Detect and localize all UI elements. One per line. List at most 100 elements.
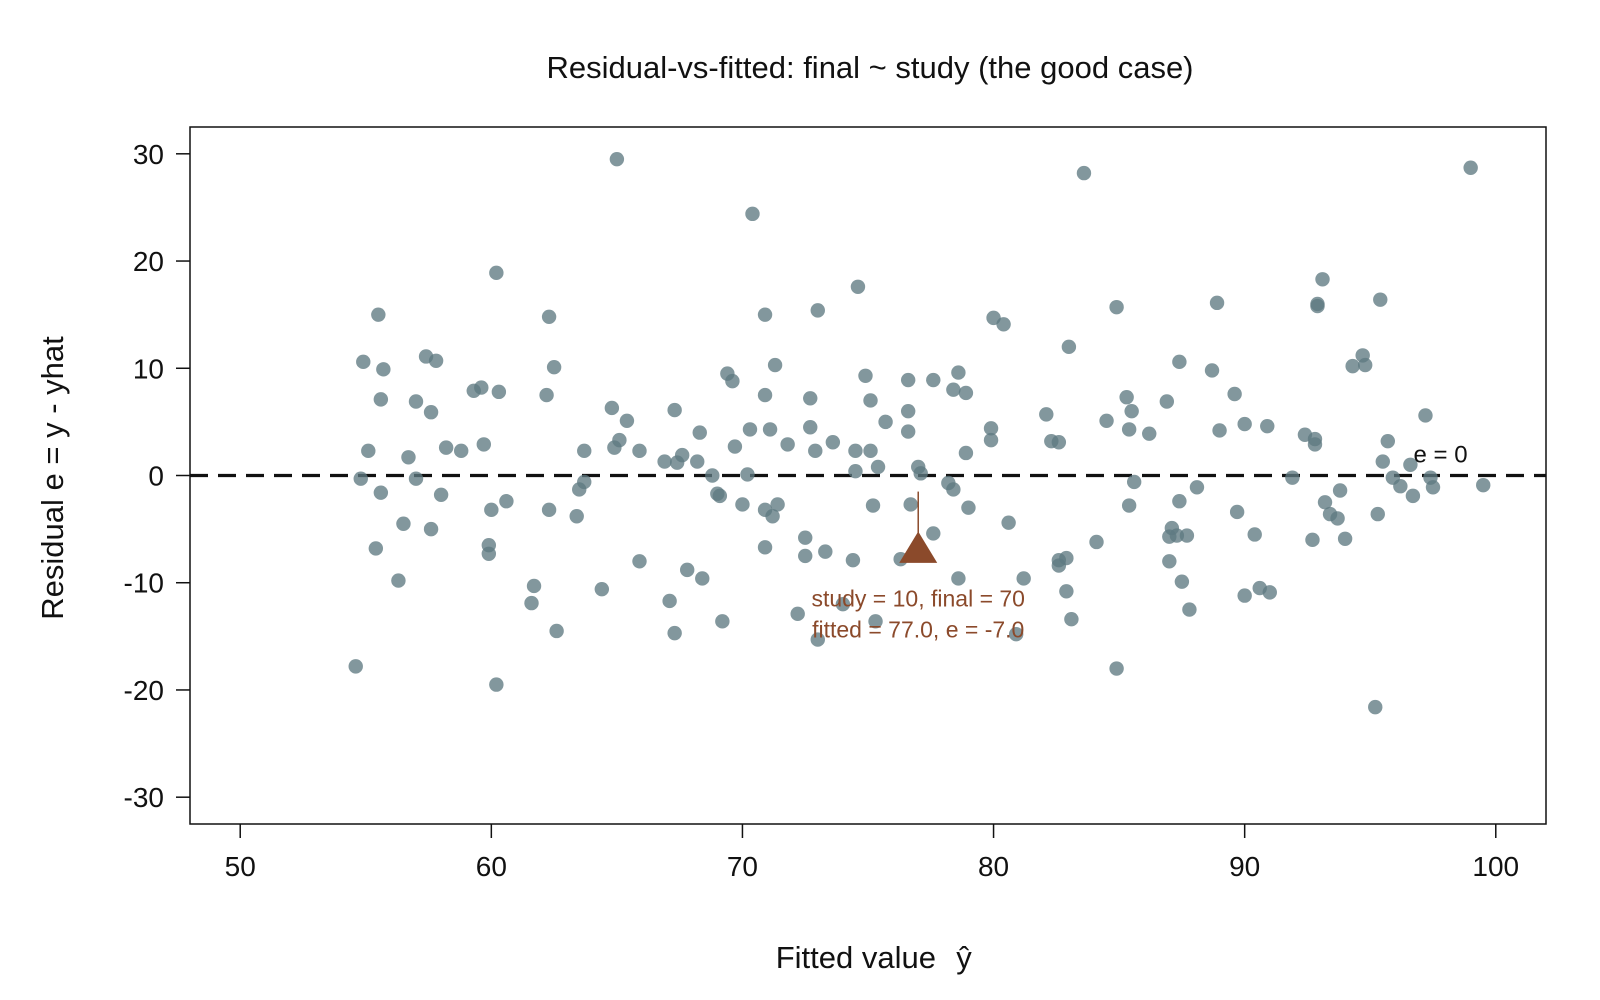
residual-point — [454, 443, 469, 459]
residual-point — [900, 424, 916, 439]
x-tick-label: 70 — [727, 851, 758, 882]
y-tick-label: 20 — [133, 246, 164, 277]
residual-point — [667, 625, 682, 641]
residual-point — [396, 516, 411, 531]
residual-point — [474, 380, 489, 395]
residual-point — [391, 573, 406, 588]
residual-point — [438, 440, 454, 455]
residual-point — [961, 500, 976, 515]
residual-point — [845, 553, 861, 568]
residual-point — [1260, 418, 1275, 434]
residual-point — [798, 548, 813, 564]
residual-point — [727, 439, 743, 454]
residual-point — [803, 420, 818, 435]
residual-point — [1375, 454, 1390, 469]
residual-point — [1089, 534, 1104, 550]
residual-point — [1126, 474, 1142, 490]
residual-point — [348, 659, 363, 674]
residual-point — [878, 414, 893, 430]
residual-point — [1405, 488, 1421, 504]
residual-point — [632, 554, 647, 569]
residual-point — [1159, 394, 1175, 409]
residual-point — [539, 387, 554, 403]
residual-point — [808, 443, 823, 459]
residual-point — [1204, 363, 1220, 378]
residual-point — [1212, 423, 1227, 438]
residual-point — [712, 488, 728, 504]
residual-point — [983, 432, 999, 448]
y-tick-label: -20 — [124, 675, 164, 706]
residual-point — [913, 466, 928, 481]
residual-point — [770, 497, 785, 512]
residual-point — [958, 385, 974, 401]
residual-point — [594, 581, 610, 597]
residual-point — [780, 437, 795, 452]
residual-point — [373, 392, 389, 407]
residual-point — [680, 562, 695, 578]
residual-point — [1109, 661, 1124, 676]
residual-point — [499, 494, 514, 509]
residual-point — [798, 530, 813, 545]
y-axis: -30 -20 -10 0 10 20 30 — [124, 139, 190, 813]
residual-point — [667, 402, 682, 418]
residual-point — [1315, 272, 1330, 287]
residual-point — [810, 632, 825, 647]
residual-point — [1061, 339, 1077, 355]
residual-point — [1001, 515, 1016, 530]
residual-point — [1418, 408, 1433, 423]
residual-point — [1169, 528, 1185, 543]
residual-point — [1463, 160, 1478, 175]
residual-point — [1124, 403, 1139, 419]
residual-point — [428, 353, 444, 368]
residual-point — [996, 317, 1011, 332]
residual-point — [1099, 413, 1114, 429]
residual-point — [408, 471, 424, 486]
residual-point — [690, 454, 705, 469]
residual-point — [423, 405, 439, 420]
residual-point — [484, 502, 499, 518]
residual-point — [725, 373, 740, 389]
residual-point — [1345, 358, 1360, 374]
residual-point — [1119, 390, 1134, 405]
residual-point — [903, 497, 918, 512]
residual-point — [1310, 298, 1325, 314]
residual-point — [735, 497, 750, 512]
residual-point — [674, 447, 690, 463]
residual-point — [870, 459, 886, 475]
residual-point — [433, 487, 449, 503]
residual-point — [865, 498, 881, 513]
residual-point — [401, 450, 416, 465]
residual-point — [491, 384, 507, 400]
residual-point — [900, 372, 916, 388]
residual-point — [1330, 511, 1345, 526]
residual-point — [619, 413, 635, 429]
y-tick-label: 10 — [133, 353, 164, 384]
residual-point — [1358, 357, 1373, 373]
residual-point — [356, 354, 371, 370]
residual-point — [740, 467, 755, 482]
residual-point — [1051, 435, 1067, 450]
residual-point — [1262, 585, 1277, 600]
residual-point — [946, 482, 961, 497]
x-tick-label: 60 — [476, 851, 507, 882]
x-tick-label: 80 — [978, 851, 1009, 882]
residual-point — [1373, 292, 1388, 307]
residual-point — [926, 526, 941, 541]
residual-point — [524, 595, 539, 611]
residual-point — [577, 443, 592, 459]
residual-point — [926, 372, 941, 388]
residual-point — [1307, 437, 1323, 452]
residual-point — [489, 265, 504, 281]
y-tick-label: -30 — [124, 782, 164, 813]
residual-point — [569, 509, 584, 524]
residual-point — [803, 391, 818, 406]
residual-point — [1368, 699, 1383, 715]
residual-point — [850, 279, 866, 294]
residual-point — [1039, 407, 1054, 422]
residual-point — [1380, 433, 1396, 449]
residual-point — [1172, 494, 1187, 509]
residual-point — [1237, 416, 1252, 432]
residual-points — [348, 151, 1491, 715]
residual-point — [526, 578, 542, 594]
